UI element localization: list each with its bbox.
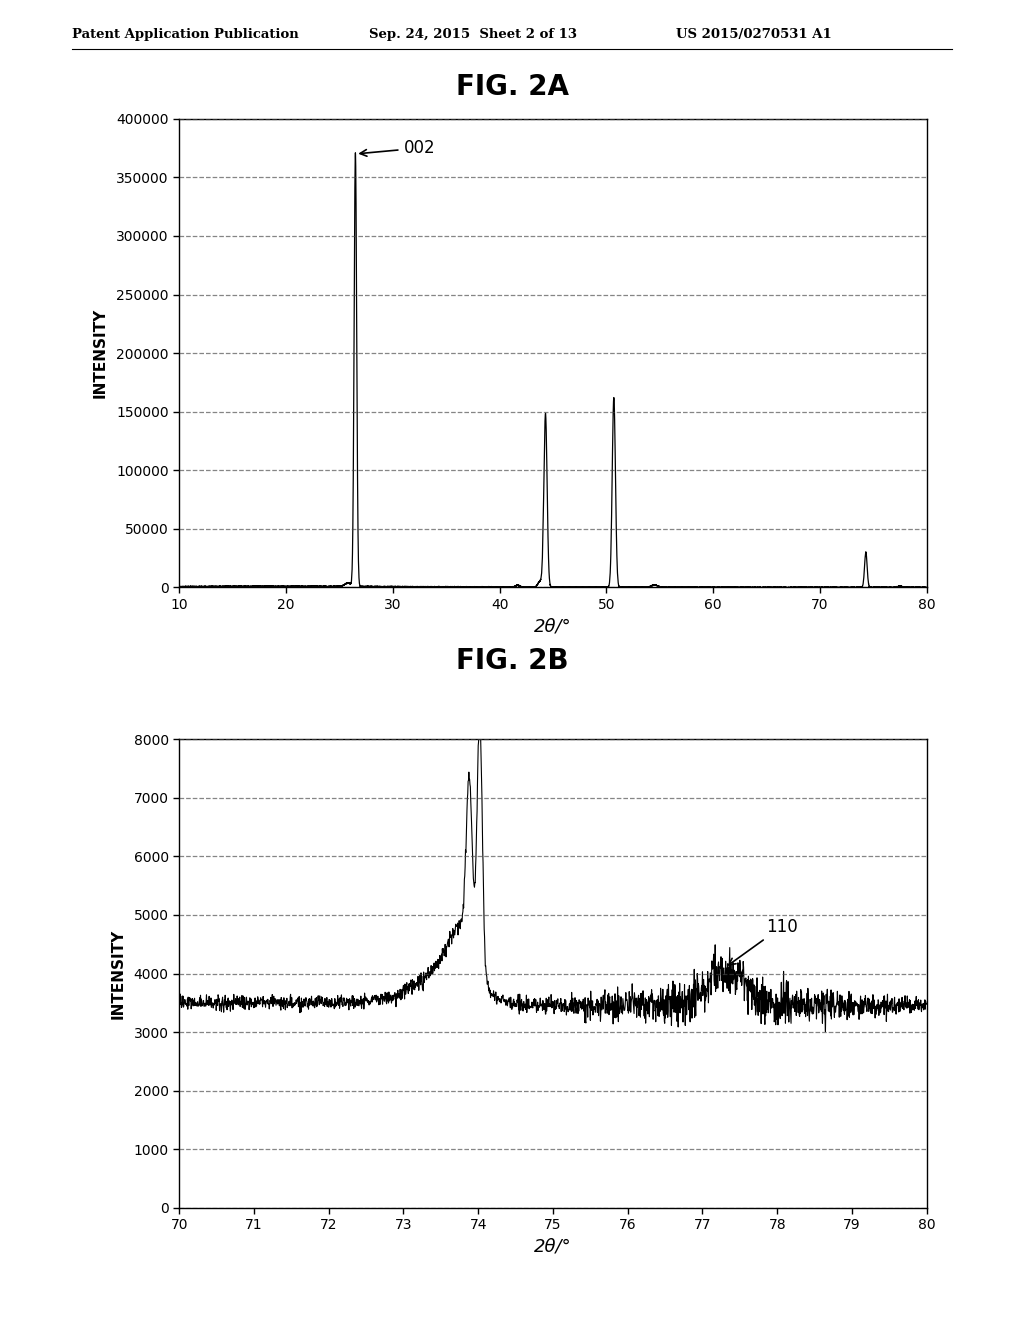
Text: US 2015/0270531 A1: US 2015/0270531 A1 [676, 28, 831, 41]
Text: FIG. 2B: FIG. 2B [456, 647, 568, 675]
X-axis label: 2θ/°: 2θ/° [535, 1238, 571, 1255]
Y-axis label: INTENSITY: INTENSITY [111, 928, 125, 1019]
Text: FIG. 2A: FIG. 2A [456, 73, 568, 100]
Text: Sep. 24, 2015  Sheet 2 of 13: Sep. 24, 2015 Sheet 2 of 13 [369, 28, 577, 41]
Text: Patent Application Publication: Patent Application Publication [72, 28, 298, 41]
Text: 110: 110 [729, 917, 798, 965]
X-axis label: 2θ/°: 2θ/° [535, 618, 571, 635]
Text: 002: 002 [360, 139, 435, 157]
Y-axis label: INTENSITY: INTENSITY [93, 308, 108, 399]
